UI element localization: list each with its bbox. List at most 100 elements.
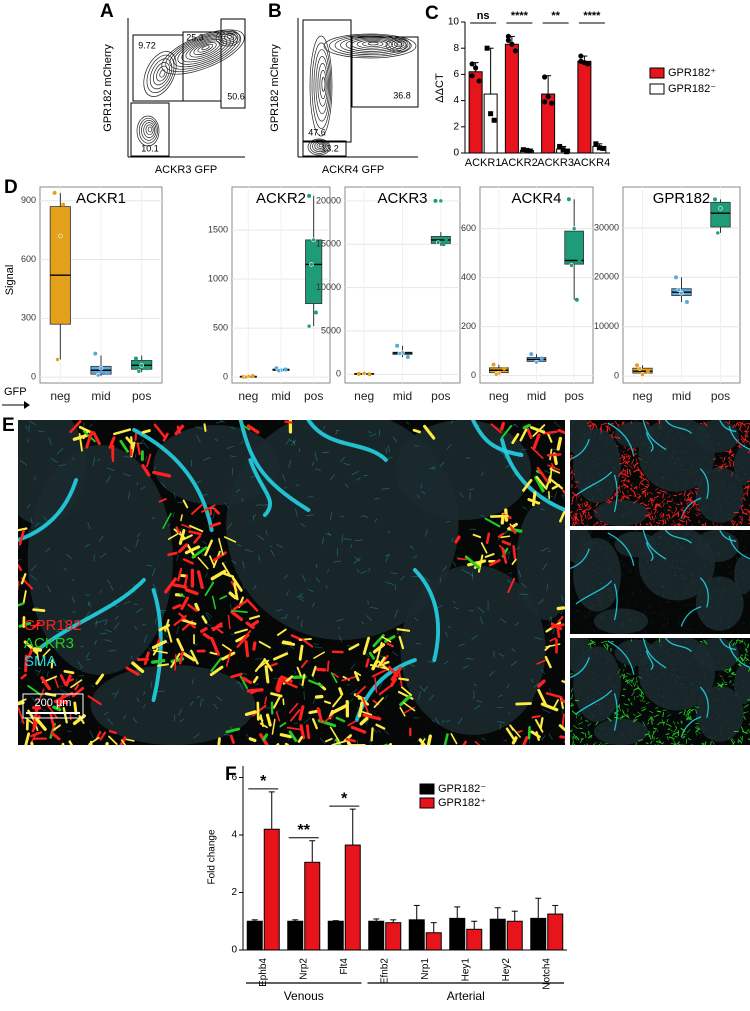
data-point	[716, 231, 720, 235]
panel-title: ACKR2	[256, 190, 306, 207]
data-point	[53, 191, 57, 195]
vessel-signal	[328, 661, 329, 671]
vessel-signal	[317, 669, 324, 670]
vessel-signal	[202, 629, 207, 632]
vessel-signal	[557, 626, 559, 637]
sma-texture	[313, 644, 318, 645]
data-point	[485, 46, 490, 51]
vessel-signal	[676, 726, 677, 728]
y-tick-label: 600	[461, 223, 476, 233]
vessel-signal	[729, 421, 730, 423]
x-tick-label: mid	[91, 389, 110, 403]
x-tick-label: Efnb2	[379, 958, 390, 985]
vessel-signal	[748, 644, 749, 647]
vessel-signal	[75, 703, 76, 713]
y-tick-label: 6	[231, 772, 237, 783]
vessel-signal	[246, 642, 247, 656]
vessel-signal	[685, 498, 686, 500]
vessel-signal	[34, 610, 44, 611]
data-point	[99, 366, 103, 370]
data-point	[137, 369, 141, 373]
vessel-signal	[283, 643, 294, 645]
vessel-signal	[742, 517, 743, 520]
micrograph	[0, 405, 578, 758]
data-point	[277, 369, 281, 373]
vessel-signal	[658, 745, 659, 750]
vessel-signal	[657, 493, 661, 494]
vessel-signal	[205, 424, 206, 431]
x-tick-label: pos	[132, 389, 151, 403]
bar	[507, 921, 522, 950]
vessel-signal	[747, 649, 748, 652]
significance-label: **	[551, 10, 560, 22]
y-tick-label: 6	[453, 69, 459, 80]
y-tick-label: 500	[213, 322, 228, 332]
vessel-signal	[659, 526, 661, 530]
vessel-signal	[663, 494, 664, 498]
vessel-signal	[17, 582, 18, 590]
bar	[484, 94, 497, 153]
gate-label: 9.72	[138, 40, 156, 50]
y-tick-label: 4	[453, 95, 459, 106]
group-label: Arterial	[447, 989, 485, 1003]
legend-label: GPR182⁺	[438, 797, 486, 809]
micrograph	[564, 633, 750, 749]
vessel-signal	[652, 719, 653, 724]
data-point	[572, 227, 576, 231]
y-tick-label: 300	[21, 313, 36, 323]
vessel-signal	[679, 745, 681, 746]
micrograph	[564, 415, 750, 530]
data-point	[585, 61, 590, 66]
vessel-signal	[105, 744, 107, 758]
data-point	[307, 324, 311, 328]
vessel-signal	[517, 704, 531, 705]
y-tick-label: 600	[21, 254, 36, 264]
vessel-signal	[271, 744, 278, 751]
x-tick-label: Hey2	[501, 958, 512, 982]
data-point	[494, 372, 498, 376]
y-axis-label: ΔΔCT	[434, 73, 446, 103]
vessel-signal	[300, 639, 311, 640]
vessel-signal	[349, 745, 355, 748]
x-tick-label: Flt4	[339, 958, 350, 975]
data-point	[357, 372, 361, 376]
vessel-signal	[219, 739, 220, 744]
vessel-signal	[143, 431, 149, 433]
tissue-lobe	[694, 530, 739, 562]
data-point	[314, 310, 318, 314]
panel-title: ACKR1	[76, 190, 126, 207]
vessel-signal	[487, 534, 489, 543]
x-tick-label: pos	[711, 389, 730, 403]
data-point	[570, 263, 574, 267]
legend-label: GPR182⁻	[668, 83, 716, 95]
vessel-signal	[657, 711, 661, 712]
tissue-lobe	[594, 719, 648, 745]
gate-label: 13.2	[321, 143, 339, 153]
vessel-signal	[300, 646, 302, 659]
tissue-lobe	[564, 633, 593, 673]
vessel-signal	[153, 661, 164, 663]
y-tick-label: 30000	[594, 222, 619, 232]
vessel-signal	[501, 536, 509, 537]
y-tick-label: 2	[453, 121, 459, 132]
vessel-signal	[724, 457, 725, 460]
vessel-signal	[700, 423, 702, 424]
x-tick-label: pos	[431, 389, 450, 403]
vessel-signal	[558, 608, 564, 609]
vessel-signal	[614, 717, 618, 718]
y-tick-label: 8	[453, 43, 459, 54]
gate-label: 10.1	[141, 143, 159, 153]
vessel-signal	[367, 659, 369, 666]
bar	[369, 921, 384, 950]
vessel-signal	[286, 422, 292, 423]
data-point	[145, 366, 149, 370]
vessel-signal	[414, 430, 420, 432]
data-point	[724, 221, 728, 225]
legend-label: GPR182⁻	[438, 783, 486, 795]
data-point	[641, 373, 645, 377]
data-point	[477, 78, 482, 83]
vessel-signal	[646, 524, 648, 525]
y-tick-label: 2	[231, 887, 237, 898]
x-tick-label: mid	[393, 389, 412, 403]
